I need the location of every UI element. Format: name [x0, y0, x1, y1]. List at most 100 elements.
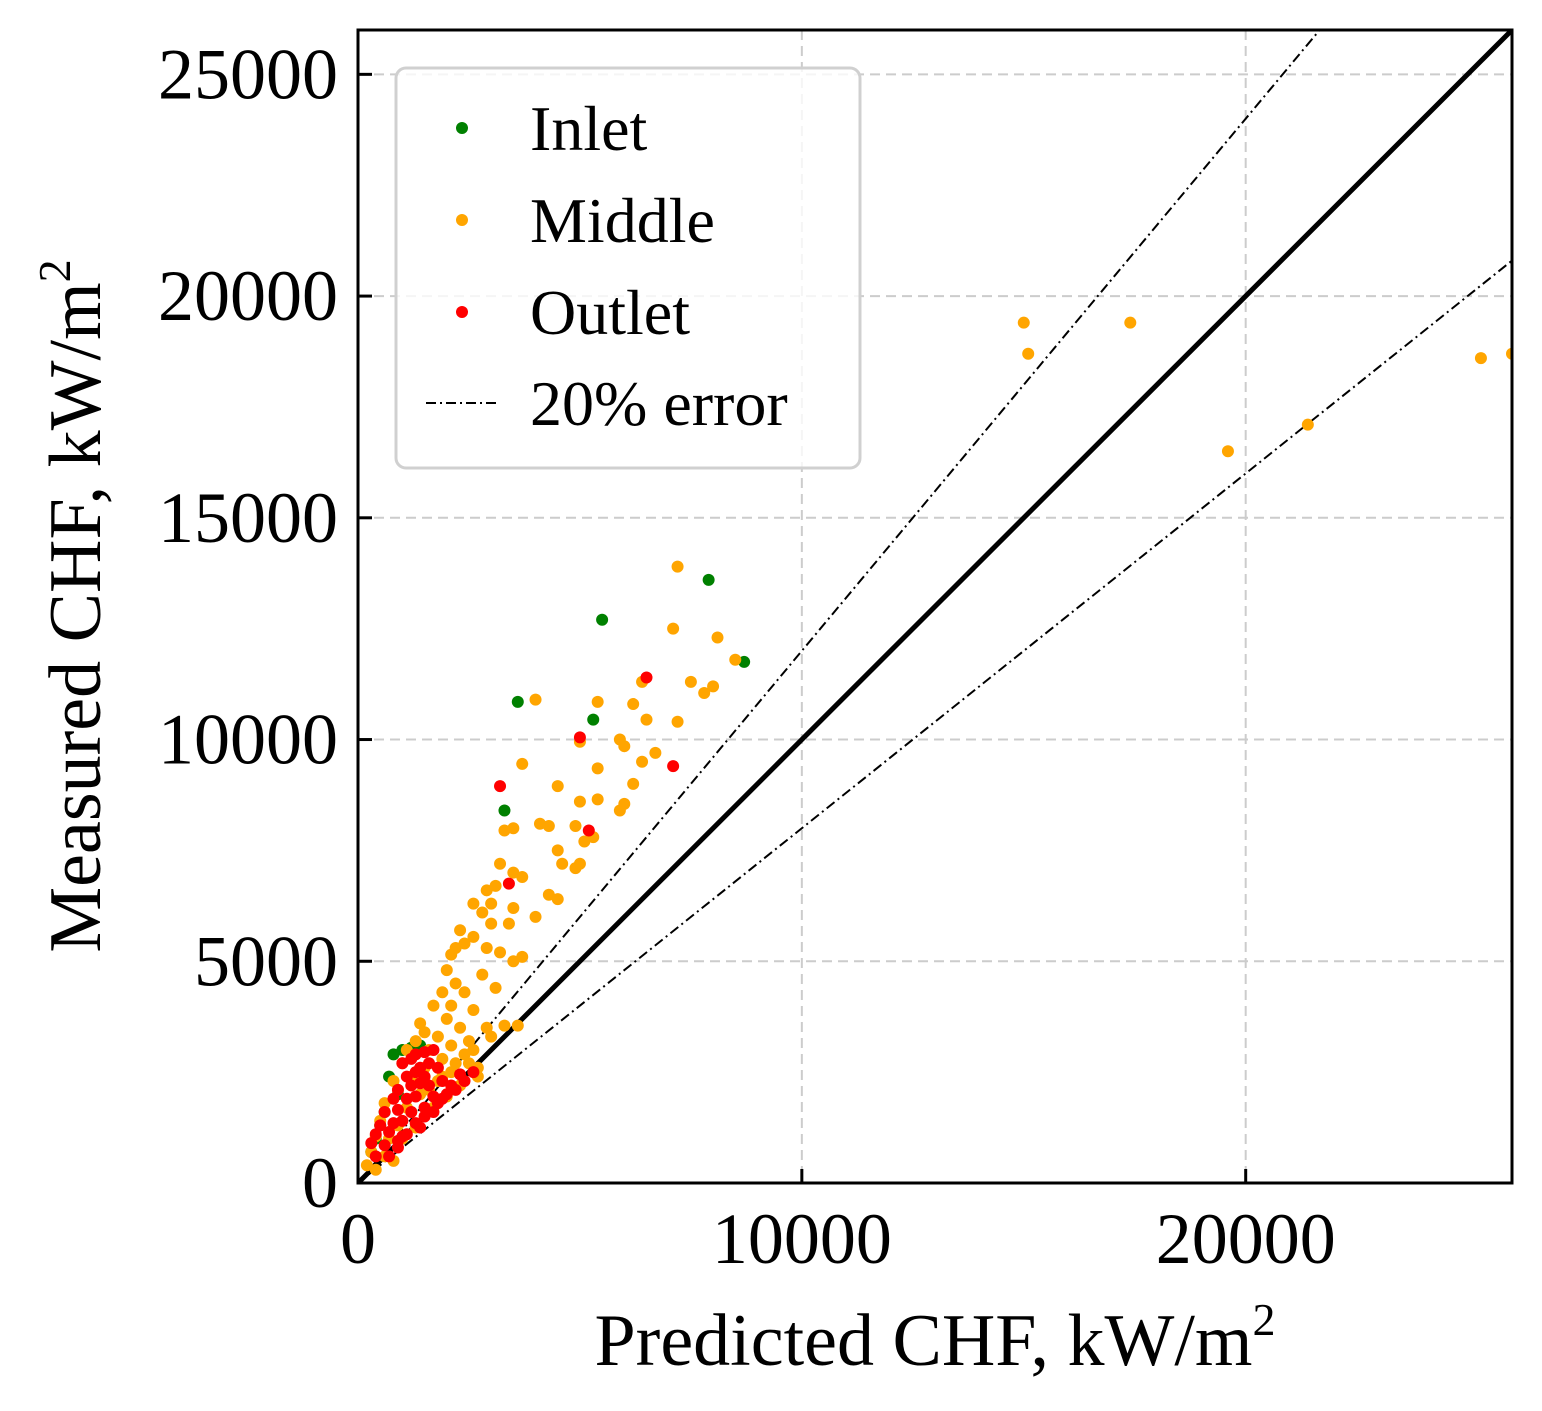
middle-point [711, 631, 724, 644]
middle-point [462, 1057, 475, 1070]
middle-point [387, 1075, 400, 1088]
y-tick-label: 10000 [158, 700, 338, 780]
middle-point [489, 981, 502, 994]
middle-point [636, 755, 649, 768]
middle-point [542, 820, 555, 833]
middle-point [707, 680, 720, 693]
middle-point [494, 857, 507, 870]
middle-point [573, 795, 586, 808]
middle-point [431, 1030, 444, 1043]
middle-point [427, 999, 440, 1012]
y-tick-label: 20000 [158, 256, 338, 336]
middle-point [516, 871, 529, 884]
x-tick-label: 10000 [712, 1199, 892, 1279]
outlet-point [405, 1106, 418, 1119]
error-line-lower [358, 259, 1512, 1183]
middle-point [671, 715, 684, 728]
outlet-point [667, 760, 680, 773]
middle-point [445, 999, 458, 1012]
error-line-upper [358, 30, 1321, 1183]
middle-point [627, 777, 640, 790]
middle-point [458, 937, 471, 950]
middle-point [507, 866, 520, 879]
middle-point [480, 941, 493, 954]
legend-label-inlet: Inlet [530, 93, 648, 164]
inlet-point [387, 1048, 400, 1061]
middle-point [467, 930, 480, 943]
middle-point [671, 560, 684, 573]
outlet-point [502, 877, 515, 890]
outlet-point [445, 1079, 458, 1092]
middle-point [502, 917, 515, 930]
middle-point [462, 1035, 475, 1048]
x-tick-label: 0 [340, 1199, 376, 1279]
outlet-point [409, 1090, 422, 1103]
outlet-point [436, 1075, 449, 1088]
x-tick-label: 20000 [1156, 1199, 1336, 1279]
middle-point [684, 675, 697, 688]
legend-marker-middle [456, 214, 468, 226]
middle-point [476, 906, 489, 919]
middle-point [1474, 352, 1487, 365]
middle-point [445, 948, 458, 961]
middle-point [467, 897, 480, 910]
middle-point [729, 653, 742, 666]
middle-point [529, 693, 542, 706]
outlet-point [414, 1121, 427, 1134]
legend-marker-inlet [456, 122, 468, 134]
legend-label-middle: Middle [530, 185, 715, 256]
middle-point [516, 757, 529, 770]
y-tick-label: 15000 [158, 478, 338, 558]
outlet-point [454, 1068, 467, 1081]
reference-lines [358, 30, 1512, 1183]
outlet-point [436, 1092, 449, 1105]
outlet-point [573, 731, 586, 744]
middle-point [489, 879, 502, 892]
inlet-point [702, 573, 715, 586]
middle-point [494, 946, 507, 959]
middle-point [409, 1035, 422, 1048]
outlet-point [423, 1079, 436, 1092]
middle-point [640, 713, 653, 726]
middle-point [480, 884, 493, 897]
middle-point [467, 1004, 480, 1017]
outlet-point [640, 671, 653, 684]
x-axis-title: Predicted CHF, kW/m2 [595, 1294, 1276, 1382]
middle-point [551, 844, 564, 857]
outlet-point [423, 1057, 436, 1070]
legend-label-20pct-error: 20% error [530, 368, 788, 439]
middle-point [1301, 418, 1314, 431]
middle-point [698, 686, 711, 699]
inlet-point [596, 613, 609, 626]
middle-point [467, 1043, 480, 1056]
outlet-point [467, 1066, 480, 1079]
y-axis-title: Measured CHF, kW/m2 [29, 259, 117, 952]
scatter-points [360, 316, 1512, 1176]
middle-point [485, 917, 498, 930]
middle-point [667, 622, 680, 635]
legend-box [394, 66, 862, 470]
middle-point [454, 924, 467, 937]
middle-point [516, 950, 529, 963]
outlet-point [391, 1134, 404, 1147]
ideal-line [358, 30, 1512, 1183]
middle-point [449, 977, 462, 990]
outlet-point [365, 1137, 378, 1150]
axis-ticks: 0 10000 20000 0 5000 10000 15000 20000 25000 [158, 34, 1336, 1279]
middle-point [485, 897, 498, 910]
y-tick-label: 0 [302, 1143, 338, 1223]
middle-point [436, 1052, 449, 1065]
middle-point [436, 986, 449, 999]
middle-point [507, 902, 520, 915]
middle-point [573, 857, 586, 870]
outlet-point [374, 1119, 387, 1132]
middle-point [360, 1159, 373, 1172]
middle-point [418, 1026, 431, 1039]
plot-frame [356, 28, 1514, 1185]
middle-point [569, 820, 582, 833]
inlet-point [511, 695, 524, 708]
middle-point [627, 698, 640, 711]
outlet-point [378, 1139, 391, 1152]
middle-point [507, 822, 520, 835]
